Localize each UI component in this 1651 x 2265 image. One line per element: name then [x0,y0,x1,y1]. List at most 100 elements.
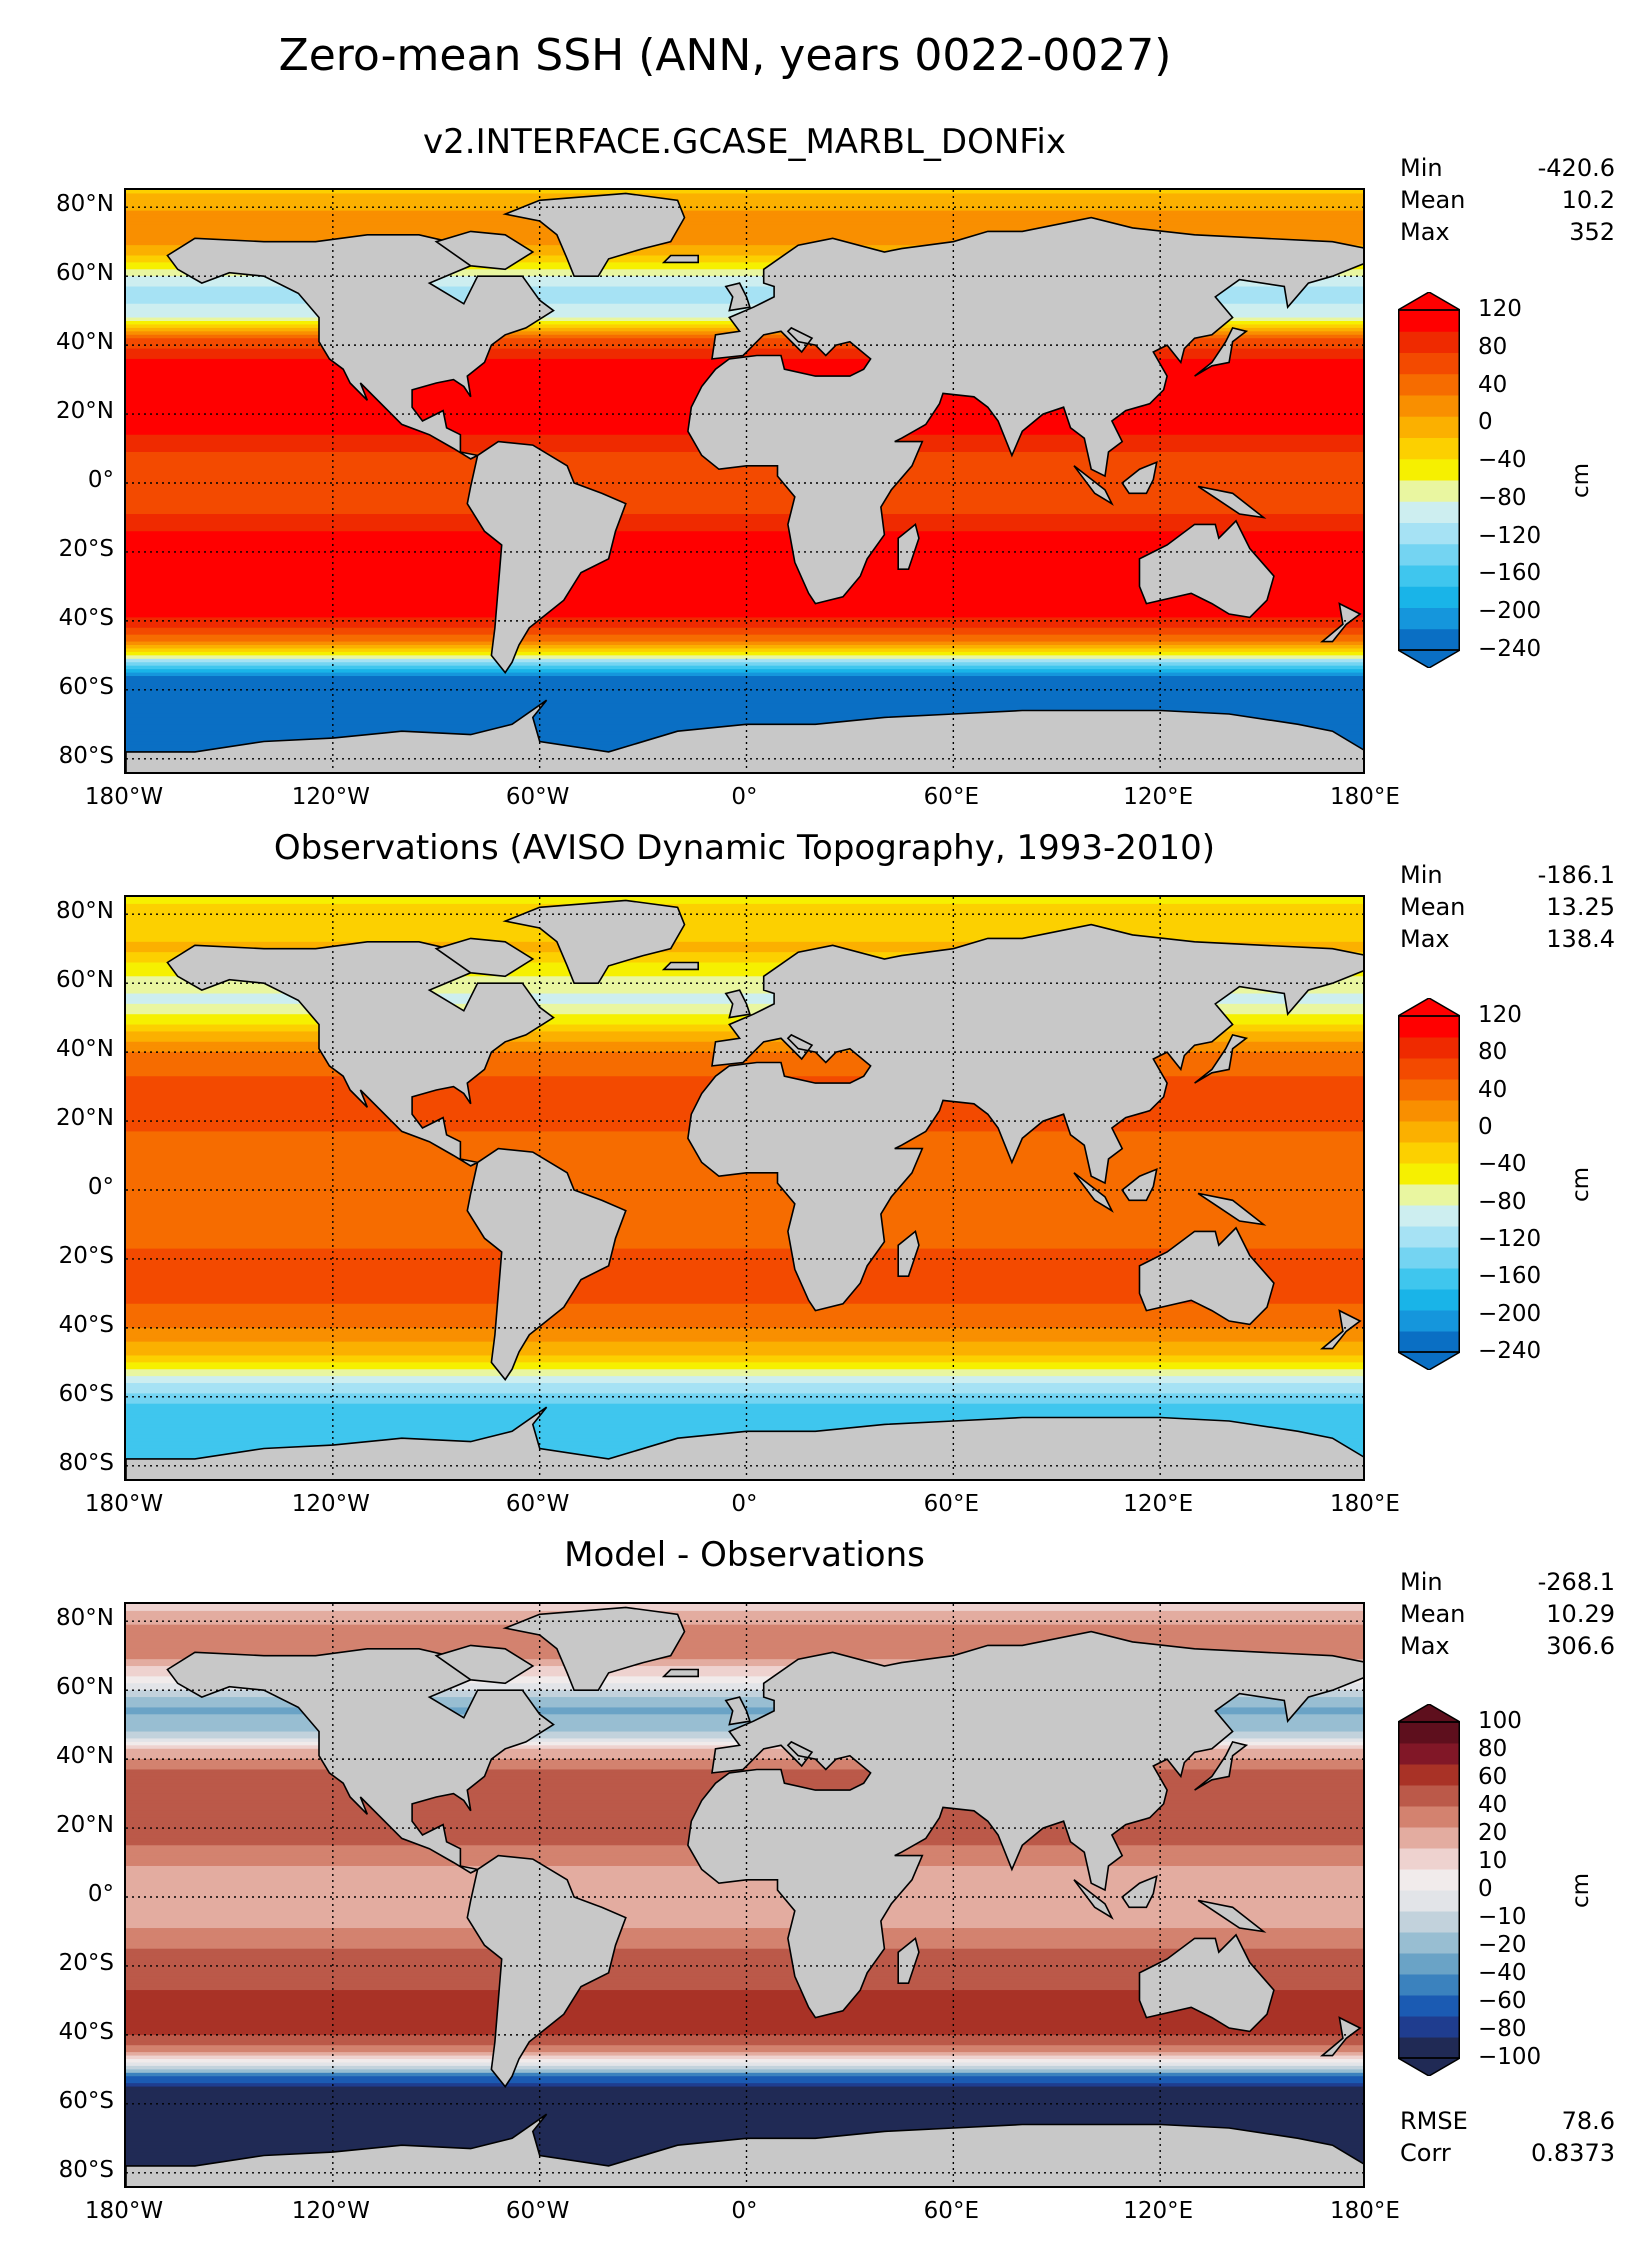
ocean-band [126,1303,1363,1308]
colorbar-tick-label: −80 [1478,484,1527,511]
ocean-band [126,2086,1363,2091]
ocean-band [126,283,1363,288]
stat-label: Max [1400,925,1450,953]
land-north-america [166,233,555,460]
ocean-band [126,979,1363,984]
ocean-band [126,976,1363,981]
ocean-band [126,634,1363,639]
ocean-band [126,645,1363,650]
stat-value: 78.6 [1561,2107,1615,2135]
lon-tick-label: 60°E [923,2198,979,2224]
colorbar-tick-label: −160 [1478,1263,1542,1290]
ocean-band [126,576,1363,581]
lat-tick-label: 20°S [58,1242,114,1269]
ocean-band [126,1234,1363,1239]
ocean-band [126,2048,1363,2053]
stat-value: 10.29 [1546,1600,1615,1628]
ocean-band [126,941,1363,946]
stats-row: Max 138.4 [1400,923,1615,955]
colorbar-swatch [1398,416,1460,438]
lon-tick-label: 120°E [1123,1491,1194,1517]
ocean-band [126,276,1363,281]
colorbar-tick-label: −40 [1478,1960,1527,1986]
ocean-band [126,1624,1363,1629]
colorbar-swatch [1398,395,1460,417]
stat-label: Max [1400,218,1450,246]
ocean-band [126,1172,1363,1177]
ocean-band [126,200,1363,205]
ocean-band [126,1679,1363,1684]
rmse-row: RMSE 78.6 [1400,2105,1615,2137]
ocean-band [126,613,1363,619]
ocean-band [126,2003,1363,2008]
ocean-band [126,600,1363,605]
colorbar-swatch [1398,1268,1460,1290]
colorbar-swatch [1398,1890,1460,1912]
lat-tick-label: 60°S [58,673,114,700]
ocean-band [126,1976,1363,1981]
stats-row: Mean 10.29 [1400,1598,1615,1630]
land-uk [724,1696,751,1726]
lat-tick-label: 80°S [58,742,114,769]
stat-label: Mean [1400,893,1466,921]
ocean-band [126,248,1363,253]
colorbar-extend-min [1395,2057,1463,2077]
ocean-band [126,2021,1363,2026]
ocean-band [126,1607,1363,1612]
colorbar-tick-label: −160 [1478,560,1542,587]
ocean-band [126,193,1363,198]
ocean-band [126,2072,1363,2077]
land-japan [1194,326,1249,377]
lon-tick-label: 120°E [1123,2198,1194,2224]
colorbar-tick-label: 40 [1478,1792,1508,1818]
colorbar-swatch [1398,565,1460,587]
ocean-band [126,1986,1363,1991]
ocean-band [126,631,1363,636]
ocean-band [126,2079,1363,2084]
stat-value: -186.1 [1537,861,1615,889]
stats-box: Min -420.6 Mean 10.2 Max 352 [1400,152,1615,248]
ocean-band [126,2038,1363,2043]
lat-tick-label: 0° [87,1174,114,1200]
land-antarctica [126,699,1363,772]
ocean-band [126,1414,1363,1419]
lon-tick-label: 0° [731,784,758,810]
lat-tick-label: 0° [87,1881,114,1907]
colorbar-unit-label: cm [1568,1872,1594,1908]
colorbar-tick-label: 0 [1478,409,1493,436]
colorbar-tick-label: −240 [1478,1338,1542,1364]
land-south-america [466,1854,627,2088]
ocean-band [126,476,1363,481]
ocean-band [126,983,1363,988]
ocean-band [126,682,1363,687]
land-mask [126,192,1363,772]
stats-box: Min -186.1 Mean 13.25 Max 138.4 [1400,859,1615,955]
ocean-band [126,1652,1363,1657]
map-svg [126,190,1363,772]
ocean-band [126,662,1363,667]
ocean-band [126,679,1363,684]
lat-tick-label: 80°N [56,1605,114,1632]
land-mask [126,1606,1363,2186]
lat-tick-label: 80°S [58,1449,114,1476]
lat-tick-label: 80°N [56,898,114,925]
colorbar-tick-label: −20 [1478,1932,1527,1958]
colorbar-frame [1398,1721,1460,2059]
ocean-band [126,252,1363,257]
ocean-band [126,538,1363,543]
colorbar-tick-label: 0 [1478,1876,1493,1902]
ocean-band [126,2134,1363,2139]
ocean-band [126,1959,1363,1964]
ocean-band [126,914,1363,919]
ocean-band [126,586,1363,591]
colorbar-swatch [1398,1911,1460,1933]
colorbar-svg [1395,1703,1463,2077]
colorbar-tick-label: 20 [1478,1820,1508,1846]
colorbar-tick-label: 120 [1478,296,1522,322]
ocean-band [126,2110,1363,2115]
ocean-band [126,1996,1363,2002]
colorbar-unit-label: cm [1568,1166,1594,1202]
ocean-band [126,1700,1363,1705]
colorbar-svg [1395,997,1463,1371]
ocean-band [126,1355,1363,1360]
